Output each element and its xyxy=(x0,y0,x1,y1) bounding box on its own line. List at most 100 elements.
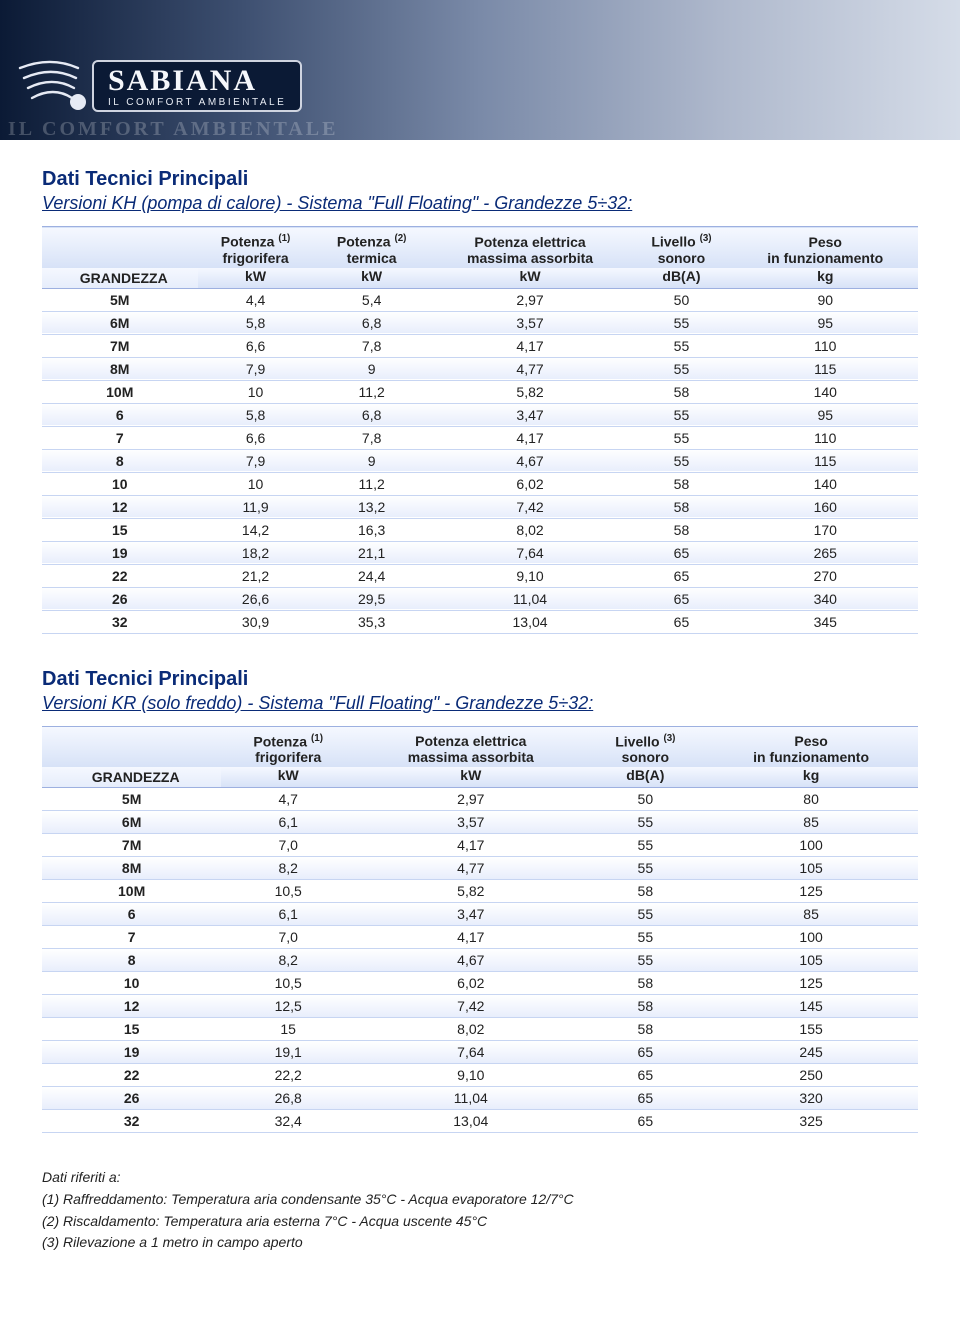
value-cell: 170 xyxy=(733,518,919,541)
value-cell: 9,10 xyxy=(430,564,631,587)
column-unit: kW xyxy=(314,268,430,289)
value-cell: 58 xyxy=(630,518,732,541)
value-cell: 6,8 xyxy=(314,311,430,334)
table-row: 15158,0258155 xyxy=(42,1018,918,1041)
size-cell: 22 xyxy=(42,564,198,587)
value-cell: 19,1 xyxy=(221,1041,355,1064)
value-cell: 11,04 xyxy=(430,587,631,610)
value-cell: 4,17 xyxy=(430,334,631,357)
table-row: 10M10,55,8258125 xyxy=(42,880,918,903)
size-cell: 6M xyxy=(42,311,198,334)
value-cell: 24,4 xyxy=(314,564,430,587)
value-cell: 5,82 xyxy=(430,380,631,403)
value-cell: 7,0 xyxy=(221,926,355,949)
value-cell: 6,6 xyxy=(198,426,314,449)
size-cell: 32 xyxy=(42,610,198,633)
size-cell: 19 xyxy=(42,541,198,564)
value-cell: 26,8 xyxy=(221,1087,355,1110)
value-cell: 12,5 xyxy=(221,995,355,1018)
value-cell: 7,42 xyxy=(355,995,586,1018)
size-cell: 5M xyxy=(42,288,198,311)
value-cell: 4,17 xyxy=(355,926,586,949)
value-cell: 320 xyxy=(704,1087,918,1110)
table-row: 1211,913,27,4258160 xyxy=(42,495,918,518)
value-cell: 18,2 xyxy=(198,541,314,564)
value-cell: 80 xyxy=(704,788,918,811)
page-content: Dati Tecnici Principali Versioni KH (pom… xyxy=(0,140,960,1282)
column-header: Potenza elettricamassima assorbita xyxy=(355,726,586,767)
section2-subtitle: Versioni KR (solo freddo) - Sistema "Ful… xyxy=(42,693,918,714)
value-cell: 95 xyxy=(733,403,919,426)
value-cell: 110 xyxy=(733,426,919,449)
value-cell: 10 xyxy=(198,380,314,403)
value-cell: 8,02 xyxy=(355,1018,586,1041)
table-row: 10M1011,25,8258140 xyxy=(42,380,918,403)
value-cell: 21,1 xyxy=(314,541,430,564)
table-row: 6M5,86,83,575595 xyxy=(42,311,918,334)
value-cell: 58 xyxy=(586,880,704,903)
table-row: 8M8,24,7755105 xyxy=(42,857,918,880)
size-cell: 32 xyxy=(42,1110,221,1133)
value-cell: 325 xyxy=(704,1110,918,1133)
value-cell: 58 xyxy=(630,495,732,518)
footnote-line: (3) Rilevazione a 1 metro in campo apert… xyxy=(42,1232,918,1254)
row-label-header: GRANDEZZA xyxy=(42,726,221,788)
column-header: Livello (3)sonoro xyxy=(586,726,704,767)
size-cell: 10 xyxy=(42,972,221,995)
value-cell: 11,04 xyxy=(355,1087,586,1110)
footnotes-list: (1) Raffreddamento: Temperatura aria con… xyxy=(42,1189,918,1254)
value-cell: 58 xyxy=(630,472,732,495)
size-cell: 10M xyxy=(42,880,221,903)
table-row: 76,67,84,1755110 xyxy=(42,426,918,449)
table-row: 77,04,1755100 xyxy=(42,926,918,949)
value-cell: 115 xyxy=(733,449,919,472)
value-cell: 32,4 xyxy=(221,1110,355,1133)
value-cell: 11,2 xyxy=(314,472,430,495)
value-cell: 105 xyxy=(704,949,918,972)
size-cell: 6 xyxy=(42,403,198,426)
row-label-header: GRANDEZZA xyxy=(42,227,198,289)
value-cell: 65 xyxy=(630,587,732,610)
value-cell: 55 xyxy=(630,403,732,426)
value-cell: 7,64 xyxy=(355,1041,586,1064)
value-cell: 35,3 xyxy=(314,610,430,633)
value-cell: 4,17 xyxy=(355,834,586,857)
table-row: 65,86,83,475595 xyxy=(42,403,918,426)
value-cell: 7,8 xyxy=(314,426,430,449)
value-cell: 50 xyxy=(586,788,704,811)
value-cell: 8,2 xyxy=(221,857,355,880)
table-row: 3232,413,0465325 xyxy=(42,1110,918,1133)
table-row: 1212,57,4258145 xyxy=(42,995,918,1018)
value-cell: 345 xyxy=(733,610,919,633)
size-cell: 12 xyxy=(42,995,221,1018)
value-cell: 160 xyxy=(733,495,919,518)
table-row: 2222,29,1065250 xyxy=(42,1064,918,1087)
size-cell: 10 xyxy=(42,472,198,495)
value-cell: 55 xyxy=(630,426,732,449)
value-cell: 9 xyxy=(314,357,430,380)
table-row: 5M4,72,975080 xyxy=(42,788,918,811)
size-cell: 26 xyxy=(42,587,198,610)
size-cell: 8 xyxy=(42,449,198,472)
value-cell: 7,0 xyxy=(221,834,355,857)
value-cell: 6,1 xyxy=(221,903,355,926)
table-row: 66,13,475585 xyxy=(42,903,918,926)
value-cell: 2,97 xyxy=(355,788,586,811)
size-cell: 8M xyxy=(42,857,221,880)
value-cell: 270 xyxy=(733,564,919,587)
value-cell: 110 xyxy=(733,334,919,357)
section1-table: GRANDEZZA Potenza (1)frigoriferaPotenza … xyxy=(42,226,918,634)
column-unit: kg xyxy=(704,767,918,788)
size-cell: 7M xyxy=(42,334,198,357)
column-unit: dB(A) xyxy=(586,767,704,788)
table-row: 1010,56,0258125 xyxy=(42,972,918,995)
value-cell: 55 xyxy=(586,811,704,834)
table-row: 8M7,994,7755115 xyxy=(42,357,918,380)
value-cell: 65 xyxy=(630,541,732,564)
value-cell: 140 xyxy=(733,380,919,403)
size-cell: 6M xyxy=(42,811,221,834)
column-unit: dB(A) xyxy=(630,268,732,289)
table-row: 2221,224,49,1065270 xyxy=(42,564,918,587)
brand-tagline: IL COMFORT AMBIENTALE xyxy=(108,97,286,108)
value-cell: 58 xyxy=(586,995,704,1018)
